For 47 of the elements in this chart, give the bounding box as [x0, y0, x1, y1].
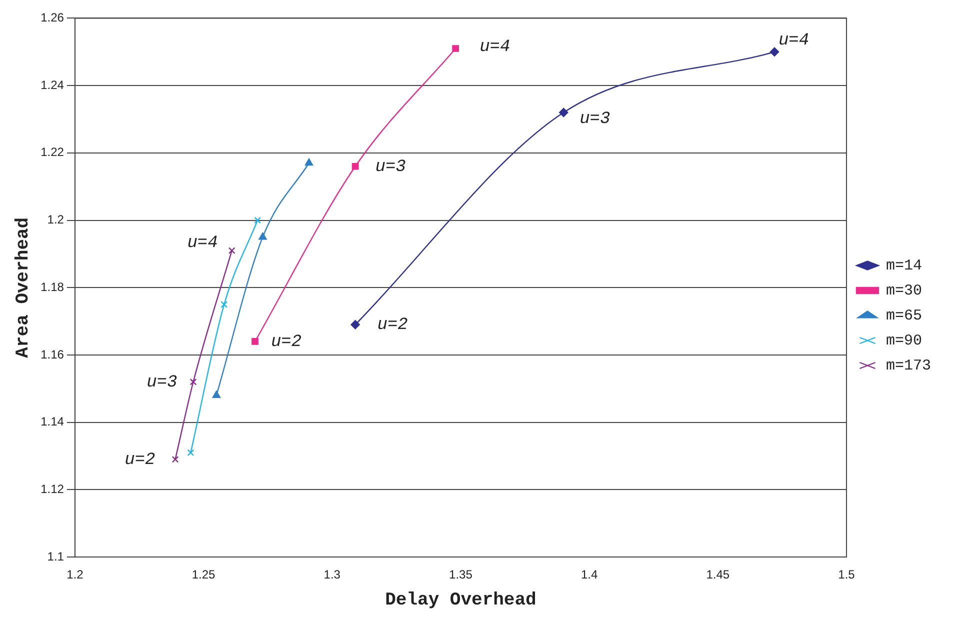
- legend-label: m=65: [886, 307, 922, 324]
- legend-label: m=14: [886, 257, 922, 274]
- y-axis-title: Area Overhead: [13, 217, 34, 358]
- y-tick-label: 1.16: [40, 347, 64, 362]
- legend-label: m=173: [886, 357, 932, 374]
- y-tick-label: 1.2: [47, 212, 64, 227]
- point: [254, 216, 261, 224]
- y-tick-label: 1.24: [40, 78, 64, 92]
- x-tick-label: 1.4: [580, 568, 598, 582]
- x-tick-label: 1.3: [324, 568, 341, 582]
- annotation: u=4: [480, 38, 510, 58]
- annotation: u=3: [375, 158, 406, 177]
- x-tick-label: 1.2: [66, 568, 84, 582]
- annotation: u=4: [187, 234, 218, 254]
- x-tick-label: 1.5: [838, 568, 856, 582]
- point: [558, 108, 568, 118]
- annotation: u=2: [377, 316, 408, 336]
- point: [212, 390, 220, 398]
- point: [352, 162, 359, 170]
- legend-label: m=30: [886, 282, 922, 300]
- y-tick-label: 1.18: [40, 280, 64, 294]
- point: [252, 338, 258, 345]
- y-tick-label: 1.12: [40, 482, 64, 496]
- point: [220, 301, 228, 308]
- annotation: u=2: [270, 332, 302, 352]
- point: [350, 320, 360, 330]
- y-tick-label: 1.26: [40, 10, 64, 25]
- point: [190, 378, 197, 386]
- x-tick-label: 1.35: [449, 568, 473, 582]
- legend-label: m=90: [886, 332, 922, 350]
- y-tick-label: 1.1: [47, 549, 64, 564]
- point: [304, 158, 314, 166]
- point: [187, 449, 194, 456]
- point: [228, 247, 236, 254]
- y-tick-label: 1.14: [40, 414, 64, 429]
- x-tick-label: 1.45: [706, 568, 730, 582]
- annotation: u=3: [580, 110, 610, 129]
- annotation: u=2: [124, 450, 156, 470]
- annotation: u=4: [778, 31, 810, 50]
- x-tick-label: 1.25: [192, 568, 216, 582]
- point: [258, 232, 267, 240]
- annotation: u=3: [146, 373, 178, 392]
- point: [452, 45, 460, 52]
- point: [172, 456, 179, 463]
- x-axis-title: Delay Overhead: [385, 590, 536, 611]
- point: [770, 47, 780, 56]
- y-tick-label: 1.22: [40, 145, 64, 160]
